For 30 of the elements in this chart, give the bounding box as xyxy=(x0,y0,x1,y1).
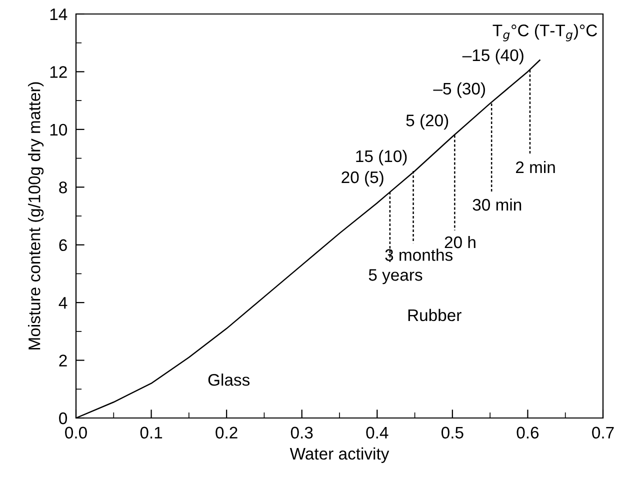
annotation: Rubber xyxy=(408,308,462,322)
annotation: 15 (10) xyxy=(356,150,407,166)
x-tick-label: 0.2 xyxy=(216,426,238,439)
x-tick-label: 0.1 xyxy=(140,426,162,439)
annotation: T$_{g}$°C (T-T$_{g}$)°C xyxy=(492,24,598,42)
y-tick-label: 0 xyxy=(59,412,68,424)
y-tick-label: 14 xyxy=(50,8,68,20)
annotation: –15 (40) xyxy=(462,48,524,64)
y-tick-label: 8 xyxy=(59,182,67,194)
annotation: Glass xyxy=(208,374,250,386)
annotation: 20 (5) xyxy=(342,170,384,186)
y-axis-title: Moisture content (g/100g dry matter) xyxy=(28,82,44,350)
x-tick-label: 0.3 xyxy=(290,426,313,439)
x-tick-label: 0.5 xyxy=(441,426,464,439)
y-tick-label: 2 xyxy=(59,354,67,366)
x-tick-label: 0.7 xyxy=(592,426,614,439)
x-axis-title: Water activity xyxy=(290,447,390,463)
y-tick-label: 10 xyxy=(50,124,68,136)
annotation: 30 min xyxy=(472,198,522,211)
annotation: 20 h xyxy=(444,236,476,248)
annotation: –5 (30) xyxy=(433,82,485,98)
y-tick-label: 4 xyxy=(58,297,68,309)
x-tick-label: 0.6 xyxy=(516,426,539,439)
annotation: 5 years xyxy=(368,269,422,284)
x-tick-label: 0.4 xyxy=(366,426,388,439)
annotation: 2 min xyxy=(516,160,555,174)
y-tick-label: 6 xyxy=(59,239,67,252)
y-tick-label: 12 xyxy=(50,66,67,78)
annotation: 5 (20) xyxy=(406,114,448,130)
x-tick-label: 0.0 xyxy=(65,426,87,439)
